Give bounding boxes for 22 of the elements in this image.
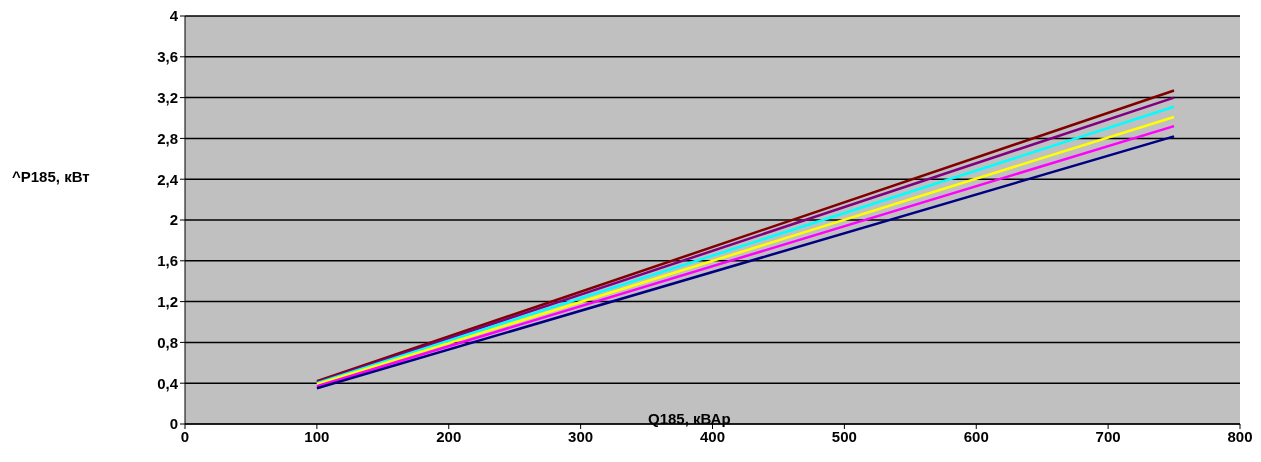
x-tick-label: 100	[304, 427, 330, 445]
y-tick-label: 4	[169, 7, 179, 25]
x-tick-label: 300	[568, 427, 594, 445]
y-tick-label: 2,8	[157, 129, 178, 147]
x-tick-label: 700	[1095, 427, 1121, 445]
x-tick-label: 500	[831, 427, 857, 445]
x-tick-label: 400	[699, 427, 726, 445]
y-tick-label: 2	[169, 211, 178, 229]
y-tick-label: 3,6	[157, 48, 178, 66]
x-tick-label: 200	[436, 427, 462, 445]
y-axis-title: ^P185, кВт	[12, 168, 90, 185]
x-axis-title: Q185, кВАр	[648, 410, 731, 427]
x-tick-label: 600	[963, 427, 989, 445]
y-tick-label: 0,8	[157, 333, 178, 351]
x-tick-label: 800	[1227, 427, 1253, 445]
y-tick-label: 0,4	[157, 374, 179, 392]
y-tick-label: 1,2	[157, 292, 178, 310]
y-tick-label: 0	[169, 415, 178, 433]
y-tick-label: 1,6	[157, 252, 178, 270]
x-tick-label: 0	[180, 427, 190, 445]
y-tick-label: 3,2	[157, 88, 178, 106]
y-tick-label: 2,4	[157, 170, 179, 188]
